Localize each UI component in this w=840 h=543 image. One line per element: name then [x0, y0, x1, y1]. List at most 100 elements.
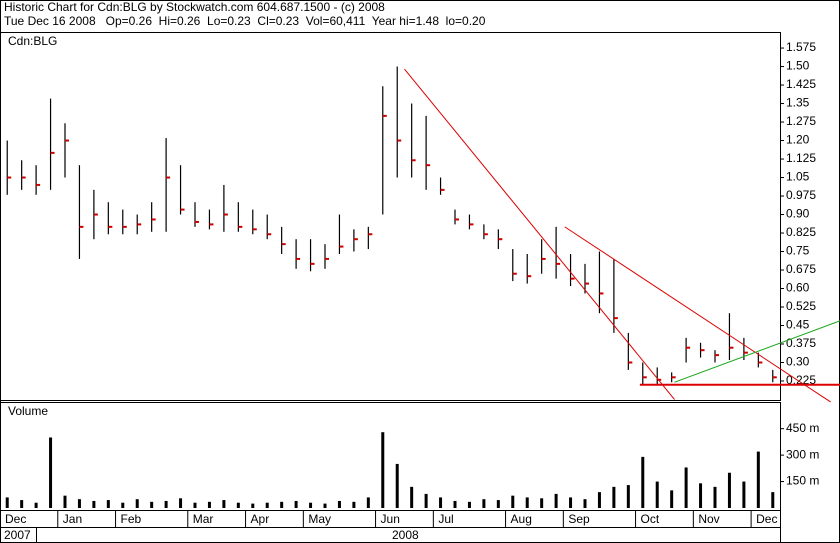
volume-bar — [439, 497, 443, 508]
volume-bar — [34, 502, 38, 508]
header-line-2: Tue Dec 16 2008 Op=0.26 Hi=0.26 Lo=0.23 … — [4, 14, 486, 28]
y-tick-label: 0.75 — [786, 244, 810, 258]
volume-bar — [742, 481, 746, 508]
volume-bar — [207, 501, 211, 508]
volume-bar — [496, 500, 500, 508]
y-tick-label: 1.575 — [786, 40, 816, 54]
y-tick-label: 0.90 — [786, 207, 810, 221]
volume-bar — [280, 501, 284, 508]
volume-bar — [453, 500, 457, 508]
volume-bar — [771, 492, 775, 508]
volume-bar — [410, 486, 414, 508]
x-tick-label: Nov — [698, 512, 719, 526]
y-tick-label: 0.60 — [786, 281, 810, 295]
x-tick-label: Jun — [381, 512, 400, 526]
y-tick-label: 0.375 — [786, 336, 816, 350]
volume-bar — [713, 486, 717, 508]
y-tick-label: 0.225 — [786, 373, 816, 387]
y-tick-label: 1.20 — [786, 133, 810, 147]
trendline — [674, 320, 840, 383]
volume-bar — [20, 500, 24, 508]
volume-bar — [482, 499, 486, 508]
trendline — [564, 226, 831, 403]
price-panel — [0, 32, 781, 401]
volume-bar — [612, 486, 616, 508]
x-tick-label: Oct — [641, 512, 660, 526]
volume-bar — [49, 437, 53, 508]
volume-bar — [164, 500, 168, 508]
x-tick-label: Jan — [63, 512, 82, 526]
volume-bar — [77, 499, 81, 508]
volume-bar — [569, 497, 573, 508]
x-tick-label: Aug — [511, 512, 532, 526]
volume-bar — [366, 497, 370, 508]
volume-bar — [655, 481, 659, 508]
volume-bar — [294, 500, 298, 508]
volume-bar — [626, 485, 630, 508]
volume-bar — [92, 500, 96, 508]
volume-bar — [381, 432, 385, 508]
y-tick-label: 1.425 — [786, 77, 816, 91]
volume-bar — [583, 499, 587, 508]
x-tick-label: Dec — [756, 512, 777, 526]
volume-bar — [5, 497, 9, 508]
volume-panel — [0, 402, 781, 511]
y-tick-label: 300 m — [786, 447, 819, 461]
volume-bar — [727, 472, 731, 508]
y-tick-label: 0.45 — [786, 318, 810, 332]
y-tick-label: 0.975 — [786, 188, 816, 202]
volume-bar — [424, 493, 428, 508]
volume-bar — [554, 493, 558, 508]
y-tick-label: 1.125 — [786, 151, 816, 165]
volume-bar — [597, 492, 601, 508]
y-tick-label: 1.05 — [786, 170, 810, 184]
volume-bar — [251, 503, 255, 508]
x-tick-label: Jul — [438, 512, 453, 526]
volume-bar — [150, 501, 154, 508]
y-tick-label: 0.825 — [786, 225, 816, 239]
volume-bar — [395, 463, 399, 508]
volume-bar — [467, 501, 471, 508]
volume-bar — [540, 498, 544, 508]
volume-bar — [684, 467, 688, 508]
volume-bar — [511, 495, 515, 508]
price-panel-label: Cdn:BLG — [8, 34, 57, 48]
volume-bar — [193, 502, 197, 508]
trendline — [404, 68, 675, 400]
volume-bar — [337, 500, 341, 508]
volume-bar — [699, 483, 703, 508]
year-label: 2007 — [4, 528, 31, 542]
volume-bar — [265, 502, 269, 508]
y-tick-label: 1.50 — [786, 59, 810, 73]
x-tick-label: Dec — [5, 512, 26, 526]
volume-bar — [106, 500, 110, 508]
x-tick-label: Apr — [251, 512, 270, 526]
x-tick-label: Feb — [121, 512, 142, 526]
volume-bar — [323, 503, 327, 508]
volume-bar — [236, 502, 240, 508]
volume-bar — [121, 502, 125, 508]
volume-bar — [352, 501, 356, 508]
volume-bar — [222, 500, 226, 508]
volume-bar — [641, 456, 645, 508]
volume-bar — [179, 498, 183, 508]
volume-bar — [63, 495, 67, 508]
y-tick-label: 1.275 — [786, 114, 816, 128]
y-tick-label: 0.675 — [786, 262, 816, 276]
volume-bar — [135, 499, 139, 508]
x-tick-label: May — [308, 512, 331, 526]
y-tick-label: 450 m — [786, 421, 819, 435]
y-tick-label: 150 m — [786, 474, 819, 488]
y-tick-label: 0.525 — [786, 299, 816, 313]
volume-bar — [670, 490, 674, 508]
header-line-1: Historic Chart for Cdn:BLG by Stockwatch… — [4, 0, 385, 14]
year-label: 2008 — [392, 528, 419, 542]
y-tick-label: 0.30 — [786, 355, 810, 369]
volume-bar — [309, 502, 313, 508]
y-tick-label: 1.35 — [786, 96, 810, 110]
volume-bar — [525, 497, 529, 508]
x-tick-label: Sep — [568, 512, 590, 526]
volume-panel-label: Volume — [8, 404, 48, 418]
